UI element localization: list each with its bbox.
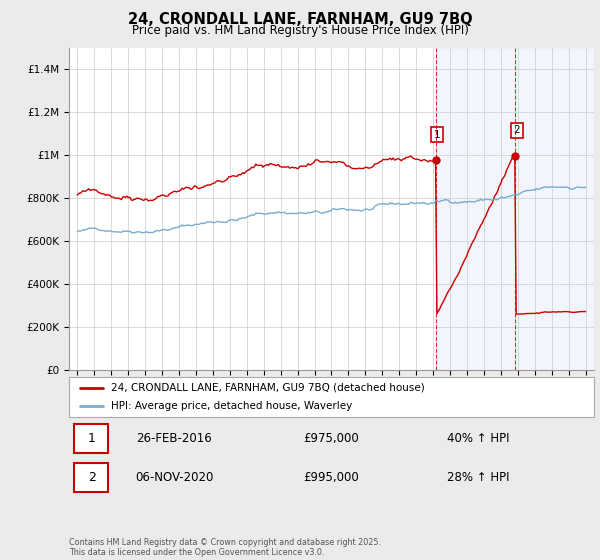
Text: 28% ↑ HPI: 28% ↑ HPI <box>447 471 510 484</box>
Text: 1: 1 <box>434 129 440 139</box>
FancyBboxPatch shape <box>74 423 109 452</box>
Text: 06-NOV-2020: 06-NOV-2020 <box>135 471 213 484</box>
Text: 2: 2 <box>514 125 520 136</box>
Text: 2: 2 <box>88 471 95 484</box>
Text: 40% ↑ HPI: 40% ↑ HPI <box>447 432 510 445</box>
Text: 1: 1 <box>88 432 95 445</box>
Text: Contains HM Land Registry data © Crown copyright and database right 2025.
This d: Contains HM Land Registry data © Crown c… <box>69 538 381 557</box>
Text: HPI: Average price, detached house, Waverley: HPI: Average price, detached house, Wave… <box>111 402 352 411</box>
Text: 26-FEB-2016: 26-FEB-2016 <box>136 432 212 445</box>
Text: 24, CRONDALL LANE, FARNHAM, GU9 7BQ (detached house): 24, CRONDALL LANE, FARNHAM, GU9 7BQ (det… <box>111 383 425 393</box>
Text: 24, CRONDALL LANE, FARNHAM, GU9 7BQ: 24, CRONDALL LANE, FARNHAM, GU9 7BQ <box>128 12 472 27</box>
Text: £995,000: £995,000 <box>304 471 359 484</box>
FancyBboxPatch shape <box>74 463 109 492</box>
Text: £975,000: £975,000 <box>304 432 359 445</box>
Bar <box>436 48 594 370</box>
Text: Price paid vs. HM Land Registry's House Price Index (HPI): Price paid vs. HM Land Registry's House … <box>131 24 469 36</box>
